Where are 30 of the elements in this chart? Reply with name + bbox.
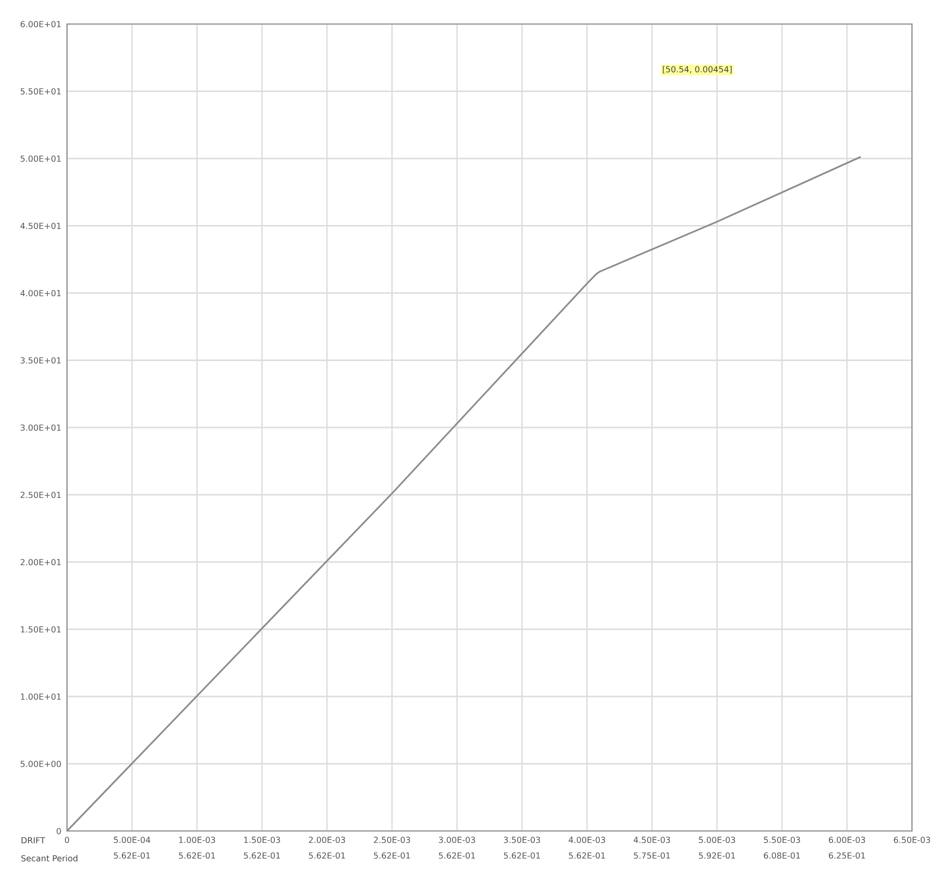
x-tick-label: 6.50E-03 — [894, 836, 930, 844]
y-tick-label: 3.50E+01 — [20, 357, 61, 364]
y-tick-label: 5.00E+00 — [20, 760, 61, 768]
text: DRIFT — [22, 837, 46, 844]
x-tick-label: 5.50E-03 6.08E-01 — [764, 836, 800, 859]
x-tick-label: 3.50E-03 5.62E-01 — [504, 836, 540, 859]
y-tick-label: 1.50E+01 — [20, 626, 61, 633]
x-tick-label: 4.00E-03 5.62E-01 — [568, 836, 606, 859]
x-tick-label: 1.00E-03 5.62E-01 — [178, 836, 216, 859]
annotation: [50.54, 0.00454] — [662, 66, 732, 74]
y-tick-label: 6.00E+01 — [20, 20, 61, 28]
x-tick-label: 5.00E-03 5.92E-01 — [698, 836, 736, 859]
y-tick-label: 3.00E+01 — [20, 424, 61, 431]
y-tick-label: 4.50E+01 — [20, 222, 61, 230]
x-tick-label: 2.50E-03 5.62E-01 — [374, 836, 410, 859]
y-tick-label: 1.00E+01 — [20, 693, 61, 700]
x-tick-label: 0 — [64, 836, 70, 844]
y-tick-label: 0 — [56, 828, 61, 834]
y-tick-label: 2.00E+01 — [20, 558, 61, 566]
y-tick-label: 2.50E+01 — [20, 492, 61, 498]
x-tick-label: 4.50E-03 5.75E-01 — [634, 836, 670, 859]
y-tick-label: 5.00E+01 — [20, 155, 61, 162]
x-tick-label: 3.00E-03 5.62E-01 — [438, 836, 476, 859]
x-tick-label: 1.50E-03 5.62E-01 — [244, 836, 280, 859]
x-tick-label: 6.00E-03 6.25E-01 — [828, 836, 866, 859]
text: Secant Period — [21, 854, 78, 862]
x-tick-label: 5.00E-04 5.62E-01 — [114, 836, 150, 859]
y-tick-label: 4.00E+01 — [20, 290, 61, 296]
x-tick-label: 2.00E-03 5.62E-01 — [308, 836, 346, 859]
y-tick-label: 5.50E+01 — [20, 88, 61, 95]
